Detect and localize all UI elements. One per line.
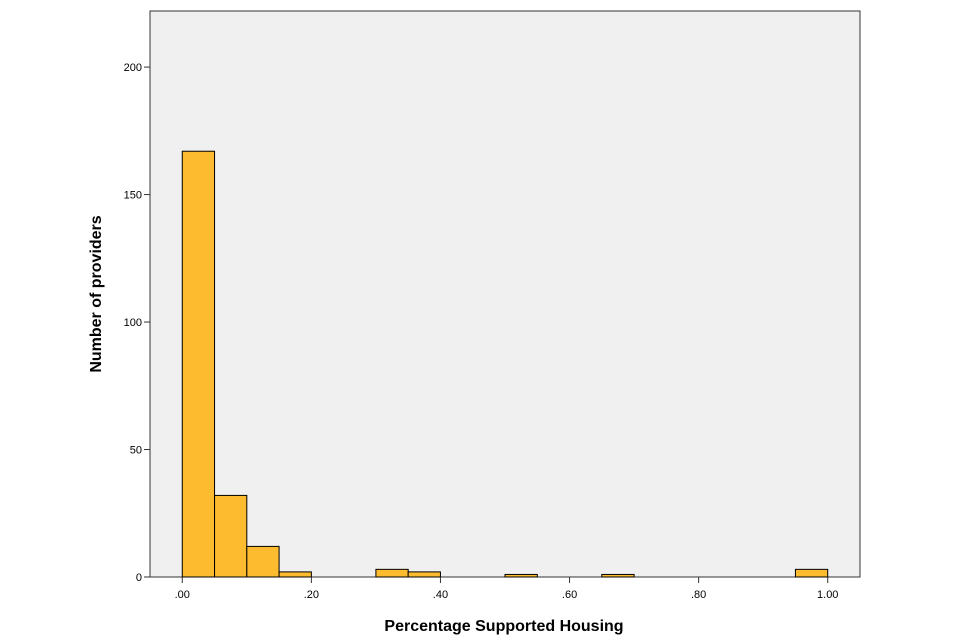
x-tick-label: .20 — [304, 589, 319, 601]
histogram-bar — [181, 150, 216, 578]
x-tick-label: 1.00 — [817, 589, 838, 601]
histogram-bar — [601, 573, 635, 578]
histogram-bar — [375, 568, 409, 578]
y-tick-label: 50 — [130, 445, 142, 457]
x-tick-label: .60 — [562, 589, 577, 601]
y-axis: 0 50 100 150 200 — [124, 62, 150, 584]
x-axis: .00 .20 .40 .60 .80 1.00 — [175, 577, 838, 601]
histogram-bar — [278, 571, 312, 578]
y-tick-label: 150 — [124, 190, 142, 202]
histogram-bar — [504, 573, 538, 578]
y-tick-label: 0 — [136, 572, 142, 584]
bars-group — [181, 150, 829, 578]
histogram-bar — [407, 571, 441, 578]
histogram-bar — [214, 494, 248, 578]
x-tick-label: .80 — [691, 589, 706, 601]
histogram-bar — [246, 545, 280, 578]
histogram-bar — [794, 568, 829, 578]
plot-area — [149, 10, 861, 578]
y-axis-title: Number of providers — [88, 215, 105, 372]
y-tick-label: 200 — [124, 62, 142, 74]
y-tick-label: 100 — [124, 317, 142, 329]
x-tick-label: .00 — [175, 589, 190, 601]
x-tick-label: .40 — [433, 589, 448, 601]
x-axis-title: Percentage Supported Housing — [384, 618, 623, 635]
